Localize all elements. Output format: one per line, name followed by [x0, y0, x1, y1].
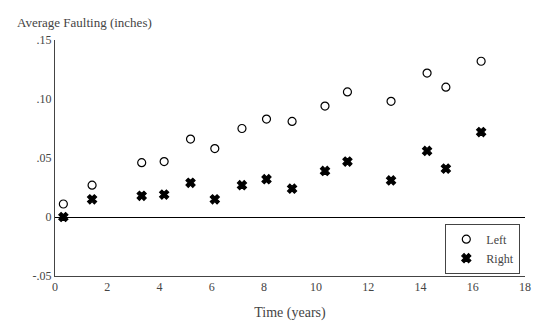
svg-text:18: 18 [519, 280, 531, 294]
svg-text:2: 2 [104, 280, 110, 294]
svg-text:14: 14 [415, 280, 427, 294]
svg-text:6: 6 [209, 280, 215, 294]
svg-text:Time (years): Time (years) [254, 305, 326, 321]
svg-text:.05: .05 [37, 151, 52, 165]
svg-text:-.05: -.05 [33, 269, 52, 283]
svg-text:Left: Left [486, 233, 507, 247]
svg-text:Right: Right [486, 252, 513, 266]
svg-text:.15: .15 [37, 33, 52, 47]
svg-text:4: 4 [156, 280, 162, 294]
svg-text:Average Faulting (inches): Average Faulting (inches) [17, 15, 152, 30]
svg-text:.10: .10 [37, 92, 52, 106]
svg-text:0: 0 [52, 280, 58, 294]
svg-text:0: 0 [46, 210, 52, 224]
svg-text:16: 16 [467, 280, 479, 294]
svg-text:12: 12 [362, 280, 374, 294]
svg-text:10: 10 [310, 280, 322, 294]
svg-text:8: 8 [261, 280, 267, 294]
